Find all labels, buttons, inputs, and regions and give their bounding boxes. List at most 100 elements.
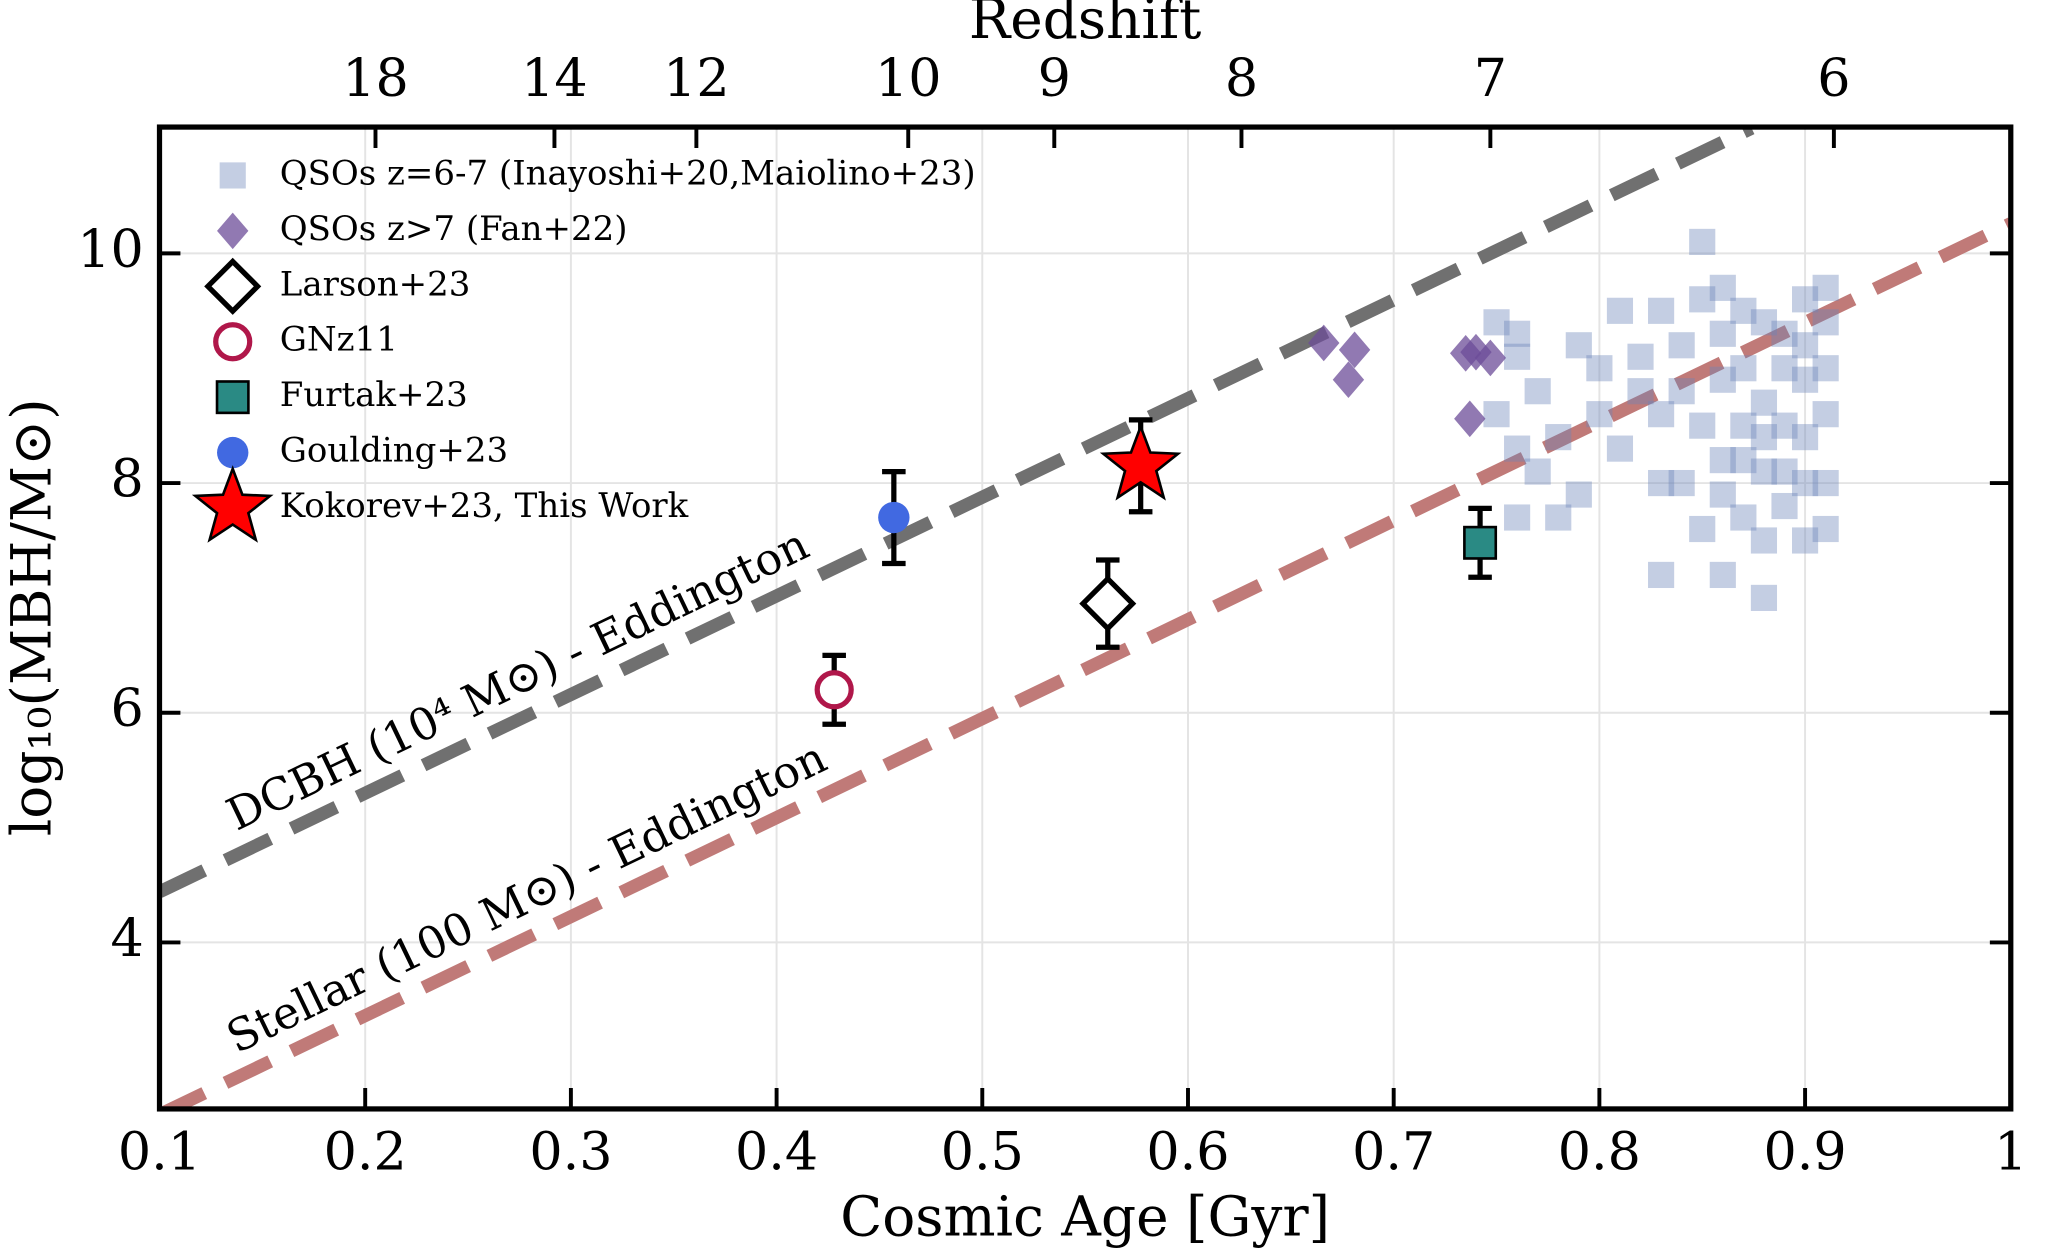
qso-square (1750, 309, 1778, 336)
qso-diamond (1474, 339, 1507, 377)
x-tick-label: 0.8 (1558, 1121, 1641, 1182)
qso-square (1627, 378, 1654, 405)
qso-square (1812, 469, 1839, 497)
qso-square (1668, 378, 1695, 405)
x2-tick-label: 10 (875, 48, 942, 109)
star (1099, 422, 1182, 501)
x2-tick-label: 7 (1474, 48, 1507, 109)
qso-square (1586, 355, 1613, 382)
qso-square (1709, 274, 1736, 301)
qso-square (1792, 424, 1819, 451)
qso-square (1504, 320, 1531, 347)
qso-square (1750, 389, 1778, 416)
qso-square (1648, 297, 1675, 324)
x2-tick-label: 8 (1225, 48, 1258, 109)
qso-square (1545, 504, 1572, 531)
x-tick-label: 1 (1994, 1121, 2027, 1182)
x2-axis-label: Redshift (969, 0, 1201, 51)
growth-line (159, 217, 2011, 1109)
y-tick-label: 6 (111, 678, 144, 739)
qso-square (1812, 309, 1839, 336)
square (1463, 525, 1498, 560)
qso-square (1689, 228, 1716, 255)
qso-square (1524, 458, 1551, 485)
x-tick-label: 0.6 (1146, 1121, 1229, 1182)
qso-square (1606, 297, 1634, 324)
qso-diamond (1308, 324, 1340, 362)
legend-label: QSOs z>7 (Fan+22) (280, 209, 628, 249)
open-circle (814, 670, 854, 710)
qso-square (1792, 332, 1819, 359)
qso-square (1709, 481, 1736, 508)
qso-square (1565, 481, 1592, 508)
qso-square (1709, 320, 1736, 347)
legend-label: GNz11 (280, 320, 398, 360)
qso-square (1730, 412, 1757, 439)
qso-square (1606, 435, 1634, 462)
qso-square (1689, 286, 1716, 313)
qso-square (1689, 515, 1716, 543)
qso-square (1627, 343, 1654, 370)
y-axis-label: log₁₀(MBH/M⊙) (0, 398, 64, 836)
qso-square (1771, 458, 1798, 485)
x2-tick-label: 12 (663, 48, 730, 109)
qso-square (1730, 355, 1757, 382)
x2-tick-label: 6 (1817, 48, 1850, 109)
x-tick-label: 0.9 (1764, 1121, 1847, 1182)
qso-square (1668, 469, 1695, 497)
qso-square (1792, 286, 1819, 313)
y-tick-label: 10 (77, 219, 144, 280)
qso-square (1792, 469, 1819, 497)
qso-square (1545, 424, 1572, 451)
x-tick-label: 0.2 (324, 1121, 407, 1182)
growth-line (159, 127, 1755, 898)
legend-label: Goulding+23 (280, 431, 508, 471)
x-tick-label: 0.7 (1352, 1121, 1435, 1182)
qso-diamond (1332, 361, 1365, 399)
qso-square (1709, 447, 1736, 474)
qso-square (1771, 412, 1798, 439)
qso-square (1812, 401, 1839, 428)
qso-square (1750, 458, 1778, 485)
qso-square (1648, 401, 1675, 428)
qso-square (1689, 412, 1716, 439)
qso-square (1750, 527, 1778, 554)
x2-tick-label: 9 (1038, 48, 1071, 109)
qso-square (1648, 561, 1675, 589)
square (215, 380, 250, 415)
x2-tick-label: 14 (521, 48, 588, 109)
qso-square (1586, 401, 1613, 428)
qso-square (1709, 366, 1736, 393)
qso-square (1709, 561, 1736, 589)
qso-square (1750, 424, 1778, 451)
qso-square (1812, 355, 1839, 382)
qso-square (1565, 332, 1592, 359)
qso-square (1504, 435, 1531, 462)
qso-square (1812, 515, 1839, 543)
qso-square (1730, 297, 1757, 324)
legend-label: QSOs z=6-7 (Inayoshi+20,Maiolino+23) (280, 153, 976, 193)
x-tick-label: 0.4 (735, 1121, 818, 1182)
qso-square (1792, 366, 1819, 393)
qso-square (1504, 504, 1531, 531)
qso-square (219, 162, 246, 189)
qso-square (1771, 320, 1798, 347)
x-tick-label: 0.1 (118, 1121, 201, 1182)
qso-square (1504, 343, 1531, 370)
qso-square (1812, 274, 1839, 301)
legend-label: Kokorev+23, This Work (280, 486, 689, 526)
qso-square (1483, 401, 1510, 428)
x2-tick-label: 18 (342, 48, 409, 109)
circle (217, 436, 249, 469)
qso-diamond (1454, 400, 1486, 438)
qso-square (1668, 332, 1695, 359)
qso-square (1771, 492, 1798, 520)
x-axis-label: Cosmic Age [Gyr] (840, 1184, 1330, 1248)
qso-square (1771, 355, 1798, 382)
star (191, 465, 274, 543)
y-tick-label: 4 (111, 908, 144, 969)
y-tick-label: 8 (111, 449, 144, 510)
open-circle (213, 322, 253, 362)
circle (878, 501, 910, 534)
